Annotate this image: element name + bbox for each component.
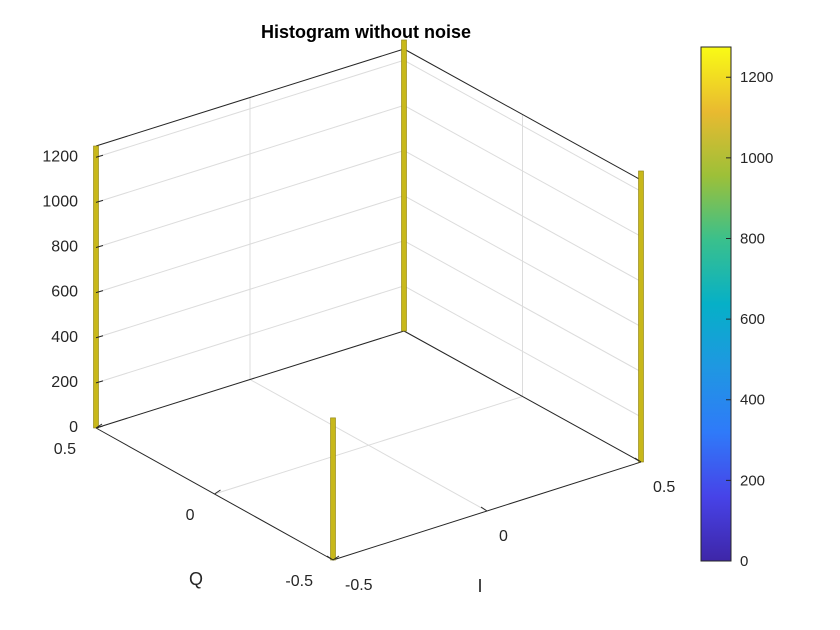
- grid-lines: [95, 59, 642, 512]
- colorbar-tick-label: 800: [740, 230, 765, 247]
- z-tick-label: 400: [51, 329, 78, 346]
- colorbar-tick-label: 1200: [740, 69, 773, 86]
- q-tick-mark: [95, 423, 103, 429]
- colorbar-tick-label: 400: [740, 392, 765, 409]
- colorbar-tick-label: 200: [740, 472, 765, 489]
- y-axis-label: Q: [189, 569, 203, 589]
- box-edge: [95, 330, 405, 429]
- box-edge: [403, 48, 642, 181]
- z-tick-mark: [95, 245, 104, 249]
- q-tick-mark: [214, 489, 221, 495]
- q-tick-label: 0.5: [54, 441, 76, 458]
- z-tick-label: 800: [51, 239, 78, 256]
- tick-labels: 0 200 400 600 800 1000 1200 -0.5 0 0.5 -0.5 0 0.5: [42, 148, 675, 594]
- q-tick-label: -0.5: [285, 573, 313, 590]
- z-tick-label: 1000: [42, 193, 78, 210]
- i-tick-label: -0.5: [345, 577, 373, 594]
- z-tick-label: 1200: [42, 148, 78, 165]
- colorbar-tick-label: 1000: [740, 150, 773, 167]
- z-tick-mark: [95, 380, 104, 384]
- histogram-bar: [330, 417, 336, 561]
- z-tick-mark: [95, 290, 104, 294]
- colorbar-tick-label: 600: [740, 311, 765, 328]
- chart-title: Histogram without noise: [261, 22, 471, 42]
- z-tick-label: 0: [69, 419, 78, 436]
- histogram-bar: [93, 145, 99, 429]
- x-axis-label: I: [477, 576, 482, 596]
- colorbar: 0 200 400 600 800 1000 1200: [700, 46, 773, 570]
- z-tick-label: 600: [51, 284, 78, 301]
- colorbar-gradient: [700, 46, 732, 562]
- i-tick-mark: [634, 457, 642, 463]
- q-tick-mark: [332, 555, 340, 561]
- i-tick-label: 0.5: [653, 479, 675, 496]
- colorbar-tick-label: 0: [740, 553, 748, 570]
- q-tick-label: 0: [186, 507, 195, 524]
- box-edge: [95, 48, 405, 147]
- grid-line: [214, 396, 523, 495]
- colorbar-ticks: 0 200 400 600 800 1000 1200: [726, 69, 773, 570]
- histogram-bar: [638, 170, 644, 463]
- z-tick-mark: [95, 154, 104, 158]
- bars: [93, 39, 644, 561]
- z-tick-mark: [95, 199, 104, 203]
- i-tick-label: 0: [499, 528, 508, 545]
- z-tick-mark: [95, 335, 104, 339]
- i-tick-mark: [480, 506, 488, 512]
- axes-box: [95, 48, 642, 561]
- box-edge: [403, 330, 642, 463]
- i-tick-mark: [326, 555, 334, 561]
- histogram-bar: [401, 39, 407, 332]
- z-tick-label: 200: [51, 374, 78, 391]
